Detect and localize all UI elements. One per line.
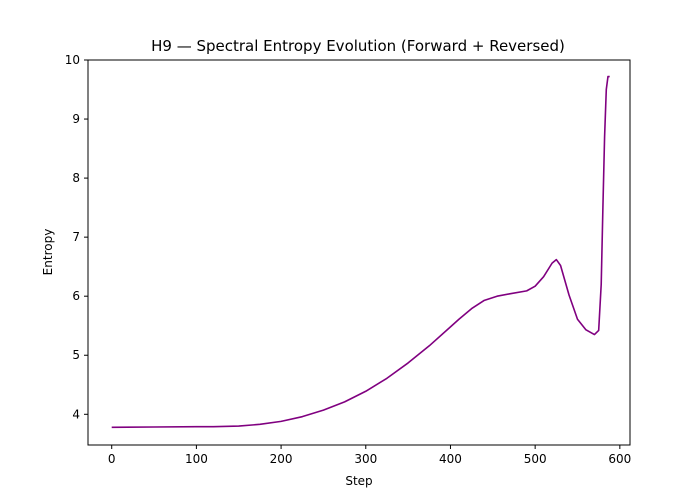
y-tick-label: 6 [72,289,80,303]
y-tick-label: 5 [72,348,80,362]
x-tick-label: 0 [108,452,116,466]
x-tick-label: 500 [524,452,547,466]
y-tick-label: 10 [65,53,80,67]
plot-frame [87,59,631,446]
y-axis-label: Entropy [41,229,55,276]
x-tick-label: 200 [270,452,293,466]
plot-area [111,75,610,429]
entropy-series-line [111,75,610,429]
x-tick-label: 300 [354,452,377,466]
chart-title: H9 — Spectral Entropy Evolution (Forward… [151,37,565,55]
x-axis-label: Step [345,474,372,488]
y-tick-label: 8 [72,171,80,185]
x-tick-label: 400 [439,452,462,466]
y-axis: 4 5 6 7 8 9 10 [65,53,88,421]
x-axis: 0 100 200 300 400 500 600 [108,445,631,466]
x-tick-label: 600 [608,452,631,466]
y-tick-label: 9 [72,112,80,126]
x-tick-label: 100 [185,452,208,466]
y-tick-label: 7 [72,230,80,244]
y-tick-label: 4 [72,407,80,421]
